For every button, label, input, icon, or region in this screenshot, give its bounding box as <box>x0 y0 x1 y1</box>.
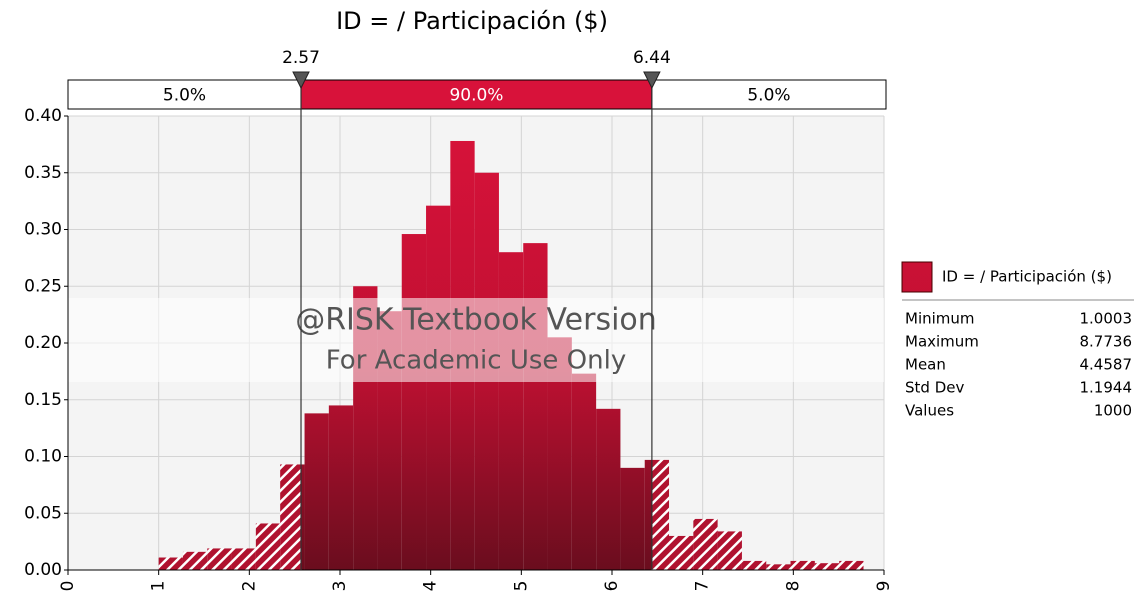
bar <box>644 459 652 570</box>
x-tick-label: 7 <box>693 581 713 592</box>
bar <box>523 243 548 570</box>
x-tick-label: 0 <box>58 581 78 592</box>
stat-name: Maximum <box>905 333 979 351</box>
region-box <box>651 79 887 110</box>
bar <box>301 464 305 570</box>
watermark-band <box>68 298 884 382</box>
stat-value: 4.4587 <box>1080 356 1133 374</box>
bar-tail <box>741 560 767 570</box>
bar <box>571 373 597 570</box>
region-box <box>300 79 653 110</box>
bar-tail <box>182 551 208 570</box>
bar-tail <box>651 459 670 570</box>
bar-tail <box>231 548 256 570</box>
bar <box>620 467 645 570</box>
y-tick-label: 0.00 <box>24 560 62 580</box>
y-tick-label: 0.15 <box>24 390 62 410</box>
stat-value: 1.0003 <box>1080 310 1133 328</box>
stat-name: Std Dev <box>905 379 964 397</box>
bar-tail <box>669 535 694 570</box>
bar-tail <box>255 523 281 570</box>
x-tick-label: 8 <box>783 581 803 592</box>
stat-value: 1000 <box>1094 402 1132 420</box>
delimiter-label: 2.57 <box>282 48 320 68</box>
y-tick-label: 0.35 <box>24 163 62 183</box>
x-tick-label: 1 <box>149 581 169 592</box>
stat-value: 1.1944 <box>1080 379 1133 397</box>
delimiter-marker <box>643 71 661 90</box>
y-tick-label: 0.40 <box>24 106 62 126</box>
y-tick-label: 0.20 <box>24 333 62 353</box>
region-label: 5.0% <box>163 86 206 106</box>
y-tick-label: 0.05 <box>24 503 62 523</box>
stat-value: 8.7736 <box>1080 333 1133 351</box>
legend-label: ID = / Participación ($) <box>942 268 1112 286</box>
bar-tail <box>207 548 232 570</box>
bar <box>304 413 329 570</box>
stat-name: Mean <box>905 356 946 374</box>
bar <box>401 234 427 571</box>
region-label: 90.0% <box>449 86 503 106</box>
bar <box>328 405 354 570</box>
bar-tail <box>814 563 840 570</box>
bar <box>426 205 451 571</box>
x-tick-label: 4 <box>421 581 441 592</box>
bar-tail <box>693 518 718 570</box>
delimiter-marker <box>292 71 310 90</box>
y-tick-label: 0.30 <box>24 220 62 240</box>
x-tick-label: 3 <box>330 581 350 592</box>
bar-tail <box>790 560 815 570</box>
bar-tail <box>839 560 864 570</box>
bar-tail <box>717 531 742 570</box>
watermark: @RISK Textbook Version <box>295 303 657 338</box>
bar-tail <box>766 564 791 570</box>
watermark: For Academic Use Only <box>326 346 626 376</box>
y-tick-label: 0.25 <box>24 276 62 296</box>
stat-name: Minimum <box>905 310 975 328</box>
chart-title: ID = / Participación ($) <box>336 7 608 35</box>
delimiter-label: 6.44 <box>633 48 671 68</box>
bar-tail <box>158 557 183 570</box>
x-tick-label: 6 <box>602 581 622 592</box>
y-tick-label: 0.10 <box>24 447 62 467</box>
stat-name: Values <box>905 402 954 420</box>
legend-swatch <box>901 261 933 293</box>
bar <box>596 408 621 570</box>
bar-tail <box>280 464 302 570</box>
region-label: 5.0% <box>747 86 790 106</box>
x-tick-label: 2 <box>239 581 259 592</box>
x-tick-label: 5 <box>511 581 531 592</box>
x-tick-label: 9 <box>874 581 894 592</box>
